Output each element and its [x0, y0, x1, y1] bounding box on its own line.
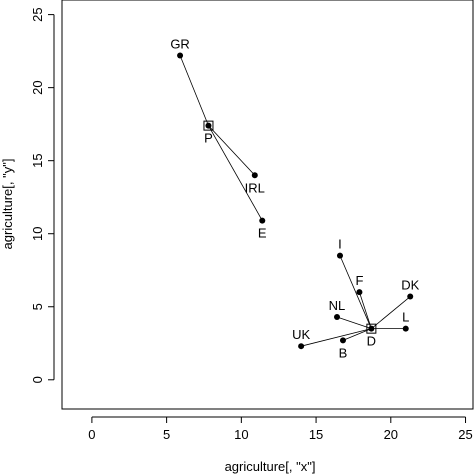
point-label-nl: NL: [329, 298, 346, 313]
point-labels: GR P IRL E I F DK NL L D UK B: [170, 37, 419, 361]
x-tick-label: 0: [88, 427, 95, 442]
point-dk: [407, 293, 414, 300]
y-axis-label: agriculture[, "y"]: [0, 159, 15, 250]
y-tick-label: 25: [30, 7, 45, 21]
point-d: [368, 325, 375, 332]
edge-p-gr: [179, 55, 209, 126]
point-label-l: L: [402, 310, 409, 325]
point-uk: [298, 343, 305, 350]
medoid-marker-p: [203, 120, 214, 131]
point-label-f: F: [355, 273, 363, 288]
point-l: [402, 325, 409, 332]
point-label-p: P: [204, 131, 213, 146]
y-tick-label: 10: [30, 226, 45, 240]
point-b: [339, 337, 346, 344]
edge-p-e: [208, 125, 263, 221]
plot-frame: [61, 0, 474, 410]
y-tick-label: 15: [30, 153, 45, 167]
x-tick-label: 5: [163, 427, 170, 442]
point-label-d: D: [367, 334, 376, 349]
point-label-uk: UK: [292, 327, 310, 342]
edge-d-uk: [301, 328, 372, 347]
point-label-dk: DK: [401, 278, 419, 293]
point-nl: [333, 313, 340, 320]
x-axis: 0 5 10 15 20 25: [88, 416, 473, 442]
point-f: [356, 289, 363, 296]
y-tick-label: 20: [30, 80, 45, 94]
point-e: [259, 217, 266, 224]
point-label-irl: IRL: [245, 180, 265, 195]
point-p: [205, 122, 212, 129]
edge-d-nl: [336, 316, 372, 330]
y-tick-label: 5: [30, 303, 45, 310]
point-i: [336, 252, 343, 259]
edge-d-dk: [371, 296, 411, 329]
x-tick-label: 25: [458, 427, 472, 442]
medoid-marker-d: [366, 323, 377, 334]
edge-d-i: [339, 255, 372, 329]
cluster-edges: [179, 55, 411, 347]
point-gr: [177, 52, 184, 59]
y-tick-label: 0: [30, 376, 45, 383]
x-tick-label: 20: [384, 427, 398, 442]
medoid-markers: [203, 120, 377, 334]
x-axis-label: agriculture[, "x"]: [225, 459, 316, 474]
y-axis: 0 5 10 15 20 25: [30, 7, 55, 383]
x-tick-label: 10: [234, 427, 248, 442]
x-tick-label: 15: [309, 427, 323, 442]
data-points: [177, 52, 414, 350]
edge-d-f: [359, 292, 372, 329]
edge-p-irl: [208, 125, 256, 176]
point-label-i: I: [338, 237, 342, 252]
point-irl: [251, 172, 258, 179]
point-label-b: B: [339, 345, 348, 360]
point-label-e: E: [258, 226, 267, 241]
point-label-gr: GR: [170, 37, 190, 52]
